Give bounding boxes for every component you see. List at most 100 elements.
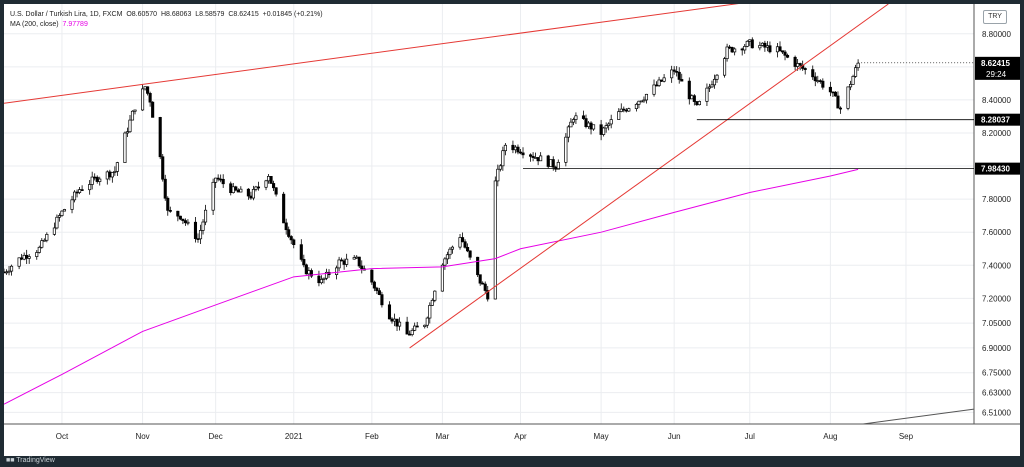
candle [352, 254, 356, 260]
candle [292, 238, 296, 249]
candle-body [518, 151, 523, 154]
candle [239, 186, 243, 193]
candle-body [556, 161, 560, 170]
candle [256, 181, 261, 191]
candle-body [816, 80, 820, 82]
candle-body [392, 318, 397, 322]
ma-legend-label: MA (200, close) [10, 21, 59, 28]
y-tick-label: 8.20000 [982, 129, 1011, 138]
candle [166, 196, 170, 216]
candle-body [236, 189, 240, 193]
candle-body [113, 171, 117, 173]
candle [430, 298, 434, 306]
candle-body [627, 108, 631, 112]
candle [848, 80, 853, 91]
candle [115, 161, 119, 176]
candle-body [90, 176, 94, 185]
candle-body [193, 221, 198, 239]
candle-body [707, 86, 712, 89]
level-label: 7.98430 [981, 165, 1010, 174]
candle [60, 210, 64, 217]
candle-body [690, 95, 694, 100]
y-tick-label: 7.05000 [982, 319, 1011, 328]
candle [846, 86, 850, 111]
candle-body [836, 95, 840, 109]
tradingview-logo: ■■ TradingView [6, 457, 55, 464]
candle-body [448, 248, 452, 256]
candle-body [730, 47, 734, 53]
candle-body [196, 238, 200, 240]
symbol-legend: U.S. Dollar / Turkish Lira, 1D, FXCM O8.… [10, 11, 323, 18]
candle-body [783, 51, 787, 56]
candle [340, 257, 344, 262]
candle-body [322, 277, 326, 280]
currency-badge[interactable]: TRY [983, 10, 1007, 24]
candle [589, 121, 593, 135]
candle [201, 219, 205, 235]
candle [17, 257, 21, 270]
candle [617, 108, 621, 120]
y-tick-label: 6.63000 [982, 389, 1011, 398]
candle [216, 174, 220, 182]
candle-body [337, 259, 341, 269]
candle [196, 233, 200, 243]
candle-body [740, 48, 744, 51]
candle-body [249, 195, 253, 199]
candle [398, 317, 402, 331]
candle [765, 41, 769, 52]
candle-body [360, 265, 364, 270]
candle-body [818, 80, 822, 82]
candle [793, 55, 797, 71]
price-chart[interactable]: 8.800008.600008.400008.200008.000007.800… [4, 4, 1020, 456]
candle-body [733, 48, 737, 53]
candle [234, 185, 238, 192]
candle-body [4, 271, 9, 274]
candle-body [231, 186, 235, 194]
candle-body [546, 155, 550, 167]
candle [748, 39, 752, 47]
candle-body [125, 131, 130, 134]
candle [609, 114, 613, 129]
candle [72, 190, 77, 203]
candle-body [62, 209, 67, 212]
candle-body [98, 178, 102, 182]
candle-body [130, 110, 135, 121]
candle [90, 171, 94, 190]
candle [113, 166, 117, 176]
candle-body [536, 157, 540, 162]
x-tick-label: Feb [365, 432, 379, 441]
candle-body [534, 157, 538, 159]
candle [246, 188, 250, 200]
candle [690, 94, 694, 100]
candle-body [80, 189, 84, 191]
candle-body [115, 162, 119, 172]
candle [466, 243, 470, 253]
candle [158, 116, 162, 160]
candle-body [168, 210, 172, 212]
candle [37, 245, 41, 254]
candle [130, 110, 135, 121]
candle [146, 86, 150, 96]
candle [637, 100, 641, 109]
candle-body [760, 42, 764, 46]
candle-body [478, 274, 482, 284]
candle-body [745, 40, 749, 47]
candle-body [503, 144, 507, 152]
candle [783, 50, 787, 61]
candle [370, 269, 374, 285]
candle-body [609, 119, 613, 125]
candle [380, 291, 384, 308]
candle-body [662, 77, 666, 82]
candle-body [251, 189, 255, 199]
candle [274, 187, 278, 197]
candle [168, 206, 172, 213]
candle-body [141, 88, 145, 111]
candle [518, 149, 523, 155]
trendline-rising-support [409, 4, 889, 349]
candle-body [221, 178, 225, 185]
candle [440, 263, 444, 292]
candle [40, 238, 44, 249]
candle-body [463, 241, 467, 248]
candle [80, 185, 84, 191]
y-tick-label: 7.80000 [982, 195, 1011, 204]
